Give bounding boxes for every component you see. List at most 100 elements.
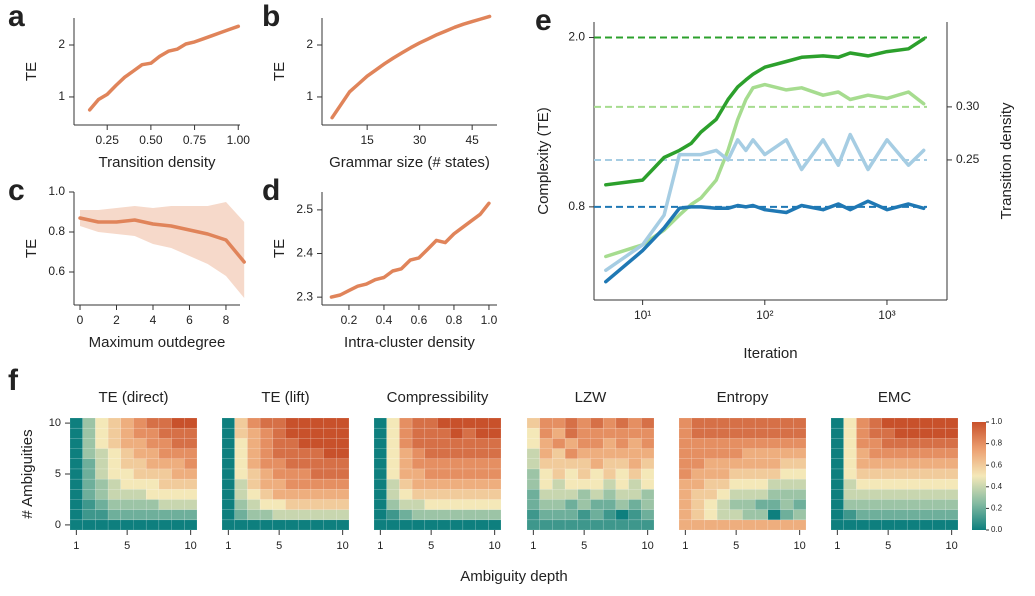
heatmap-cell	[373, 509, 387, 521]
heatmap-cell	[449, 438, 464, 449]
heatmap-cell	[894, 478, 908, 490]
heatmap-cell	[82, 509, 96, 521]
heatmap-cell	[411, 417, 426, 429]
heatmap-cell	[145, 458, 160, 470]
heatmap-cell	[424, 509, 438, 521]
heatmap-cell	[488, 458, 502, 470]
heatmap-cell	[919, 438, 933, 449]
heatmap-cell	[234, 519, 248, 531]
heatmap-cell	[602, 509, 617, 521]
heatmap-cell	[272, 438, 286, 449]
y-tick-label: 2.0	[568, 30, 585, 44]
heatmap-cell	[868, 458, 883, 470]
panel-letter: c	[8, 174, 25, 207]
heatmap-cell	[285, 509, 299, 521]
heatmap-cell	[310, 509, 324, 521]
heatmap-cell	[742, 509, 756, 521]
heatmap-cell	[158, 448, 172, 459]
y-tick-label: 0.8	[568, 199, 585, 213]
heatmap-cell	[780, 519, 794, 531]
heatmap-cell	[120, 468, 134, 480]
heatmap-cell	[221, 509, 235, 521]
heatmap-cell	[754, 478, 769, 490]
heatmap-cell	[297, 468, 312, 480]
heatmap-cell	[843, 427, 857, 439]
heatmap-cell	[437, 438, 451, 449]
heatmap-cell	[120, 448, 134, 459]
heatmap-cell	[856, 417, 870, 429]
heatmap-cell	[424, 468, 438, 480]
heatmap-cell	[577, 417, 591, 429]
heatmap-cell	[488, 489, 502, 500]
heatmap-cell	[843, 458, 857, 470]
x-tick-label: 5	[885, 540, 891, 552]
heatmap-cell	[590, 509, 604, 521]
heatmap-cell	[615, 458, 629, 470]
heatmap-cell	[462, 438, 476, 449]
heatmap-cell	[691, 489, 705, 500]
heatmap-cell	[184, 427, 198, 439]
heatmap-cell	[259, 438, 274, 449]
heatmap-cell	[171, 448, 185, 459]
heatmap-cell	[259, 509, 274, 521]
heatmap-cell	[906, 427, 921, 439]
heatmap-cell	[780, 468, 794, 480]
heatmap-cell	[323, 478, 337, 490]
heatmap-cell	[793, 448, 807, 459]
colorbar-tick-label: 1.0	[991, 417, 1003, 426]
heatmap-cell	[399, 468, 413, 480]
heatmap-cell	[641, 519, 655, 531]
heatmap-cell	[69, 499, 83, 510]
heatmap-cell	[386, 499, 400, 510]
heatmap-cell	[386, 427, 400, 439]
heatmap-cell	[424, 417, 438, 429]
heatmap-cell	[373, 489, 387, 500]
heatmap-cell	[564, 448, 579, 459]
heatmap-cell	[399, 458, 413, 470]
heatmap-cell	[641, 468, 655, 480]
heatmap-cell	[69, 427, 83, 439]
heatmap-cell	[437, 458, 451, 470]
heatmap-cell	[793, 417, 807, 429]
heatmap-cell	[234, 468, 248, 480]
heatmap-cell	[602, 448, 617, 459]
heatmap-cell	[906, 509, 921, 521]
heatmap-cell	[145, 448, 160, 459]
x-tick-label: 15	[360, 133, 374, 147]
heatmap-cell	[336, 468, 350, 480]
heatmap-cell	[158, 489, 172, 500]
heatmap-cell	[120, 417, 134, 429]
heatmap-cell	[780, 499, 794, 510]
y-axis-label: TE	[23, 239, 40, 258]
heatmap-cell	[69, 519, 83, 531]
heatmap-cell	[386, 478, 400, 490]
heatmap-cell	[704, 519, 718, 531]
heatmap-cell	[145, 489, 160, 500]
x-tick-label: 10	[185, 540, 197, 552]
heatmap-cell	[247, 478, 261, 490]
x-tick-label: 1	[225, 540, 231, 552]
heatmap-cell	[95, 468, 109, 480]
heatmap-cell	[906, 448, 921, 459]
heatmap-cell	[488, 499, 502, 510]
heatmap-cell	[247, 509, 261, 521]
heatmap-cell	[856, 458, 870, 470]
heatmap-cell	[171, 509, 185, 521]
heatmap-cell	[577, 509, 591, 521]
colorbar-tick-label: 0.4	[991, 482, 1003, 491]
heatmap-cell	[704, 438, 718, 449]
heatmap-cell	[145, 478, 160, 490]
heatmap-cell	[628, 489, 642, 500]
heatmap-cell	[793, 509, 807, 521]
heatmap-cell	[716, 438, 731, 449]
heatmap-cell	[221, 448, 235, 459]
heatmap-cell	[259, 417, 274, 429]
heatmap-cell	[716, 427, 731, 439]
heatmap-cell	[437, 448, 451, 459]
heatmap-cell	[272, 509, 286, 521]
heatmap-cell	[856, 427, 870, 439]
heatmap-cell	[133, 468, 147, 480]
heatmap-cell	[919, 448, 933, 459]
heatmap-cell	[462, 509, 476, 521]
heatmap-cell	[539, 489, 553, 500]
